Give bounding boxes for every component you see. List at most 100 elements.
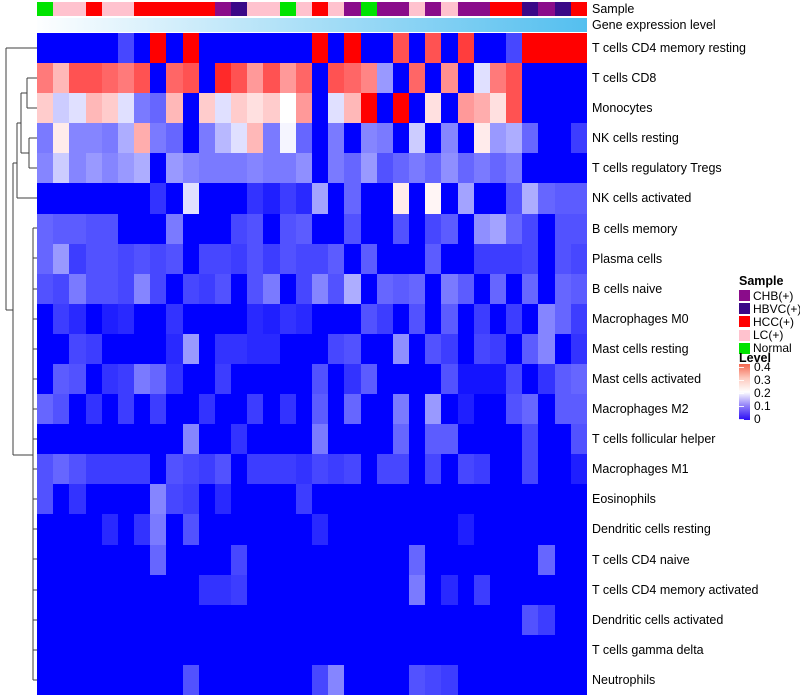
heatmap-cell <box>247 364 264 395</box>
heatmap-cell <box>538 544 555 575</box>
heatmap-cell <box>182 93 199 124</box>
heatmap-cell <box>473 243 490 274</box>
heatmap-cell <box>570 634 587 665</box>
heatmap-cell <box>360 333 377 364</box>
heatmap-cell <box>37 273 54 304</box>
heatmap-cell <box>457 93 474 124</box>
heatmap-cell <box>489 303 507 334</box>
sample-annotation-cell <box>360 2 377 16</box>
heatmap-cell <box>53 604 70 635</box>
heatmap-cell <box>425 93 442 124</box>
row-label: Dendritic cells activated <box>592 612 724 627</box>
heatmap-cell <box>166 183 183 214</box>
heatmap-cell <box>101 574 118 605</box>
heatmap-cell <box>441 574 458 605</box>
heatmap-cell <box>506 153 523 184</box>
heatmap-cell <box>392 424 410 455</box>
heatmap-cell <box>295 394 312 425</box>
heatmap-cell <box>457 364 474 395</box>
heatmap-cell <box>554 634 571 665</box>
legend-entry-label: LC(+) <box>753 328 784 343</box>
heatmap-cell <box>328 544 345 575</box>
heatmap-cell <box>85 454 102 485</box>
heatmap-cell <box>279 364 296 395</box>
heatmap-cell <box>441 243 458 274</box>
heatmap-cell <box>69 664 86 695</box>
heatmap-cell <box>473 394 490 425</box>
heatmap-cell <box>392 514 410 545</box>
heatmap-cell <box>263 183 280 214</box>
heatmap-cell <box>409 574 426 605</box>
heatmap-cell <box>554 123 571 154</box>
heatmap-cell <box>198 63 215 94</box>
heatmap-cell <box>101 213 118 244</box>
heatmap-cell <box>473 213 490 244</box>
heatmap-cell <box>231 93 248 124</box>
sample-annotation-cell <box>425 2 442 16</box>
heatmap-cell <box>134 213 151 244</box>
heatmap-cell <box>538 93 555 124</box>
heatmap-cell <box>247 634 264 665</box>
heatmap-cell <box>53 484 70 515</box>
heatmap-cell <box>311 514 329 545</box>
heatmap-cell <box>328 634 345 665</box>
heatmap-cell <box>328 484 345 515</box>
heatmap-cell <box>69 273 86 304</box>
sample-annotation-cell <box>279 2 296 16</box>
heatmap-cell <box>150 33 167 64</box>
heatmap-cell <box>425 664 442 695</box>
heatmap-cell <box>134 63 151 94</box>
heatmap-cell <box>231 424 248 455</box>
heatmap-cell <box>231 303 248 334</box>
heatmap-cell <box>554 273 571 304</box>
heatmap-cell <box>328 364 345 395</box>
heatmap-cell <box>37 93 54 124</box>
heatmap-cell <box>344 514 361 545</box>
heatmap-cell <box>473 544 490 575</box>
heatmap-cell <box>69 424 86 455</box>
heatmap-cell <box>263 243 280 274</box>
heatmap-cell <box>376 333 393 364</box>
heatmap-cell <box>134 243 151 274</box>
heatmap-cell <box>457 394 474 425</box>
heatmap-cell <box>263 544 280 575</box>
heatmap-cell <box>328 664 345 695</box>
heatmap-cell <box>376 123 393 154</box>
heatmap-cell <box>409 514 426 545</box>
heatmap-cell <box>506 664 523 695</box>
heatmap-cell <box>214 454 232 485</box>
sample-annotation-cell <box>247 2 264 16</box>
heatmap-cell <box>295 153 312 184</box>
heatmap-cell <box>150 574 167 605</box>
heatmap-cell <box>231 574 248 605</box>
heatmap-cell <box>554 33 571 64</box>
heatmap-cell <box>409 183 426 214</box>
heatmap-cell <box>344 454 361 485</box>
heatmap-cell <box>166 273 183 304</box>
heatmap-cell <box>263 664 280 695</box>
heatmap-cell <box>457 273 474 304</box>
heatmap-cell <box>311 664 329 695</box>
heatmap-cell <box>295 303 312 334</box>
heatmap-cell <box>489 634 507 665</box>
heatmap-cell <box>506 484 523 515</box>
heatmap-cell <box>441 424 458 455</box>
heatmap-cell <box>522 303 539 334</box>
heatmap-cell <box>37 574 54 605</box>
heatmap-cell <box>69 63 86 94</box>
heatmap-cell <box>425 574 442 605</box>
heatmap-cell <box>473 63 490 94</box>
heatmap-cell <box>506 604 523 635</box>
heatmap-cell <box>37 364 54 395</box>
heatmap-cell <box>279 273 296 304</box>
sample-annotation-cell <box>570 2 587 16</box>
heatmap-cell <box>554 303 571 334</box>
heatmap-cell <box>344 273 361 304</box>
heatmap-cell <box>117 454 135 485</box>
heatmap-cell <box>198 664 215 695</box>
heatmap-cell <box>134 574 151 605</box>
heatmap-cell <box>473 484 490 515</box>
heatmap-cell <box>441 664 458 695</box>
heatmap-cell <box>247 664 264 695</box>
heatmap-cell <box>117 33 135 64</box>
